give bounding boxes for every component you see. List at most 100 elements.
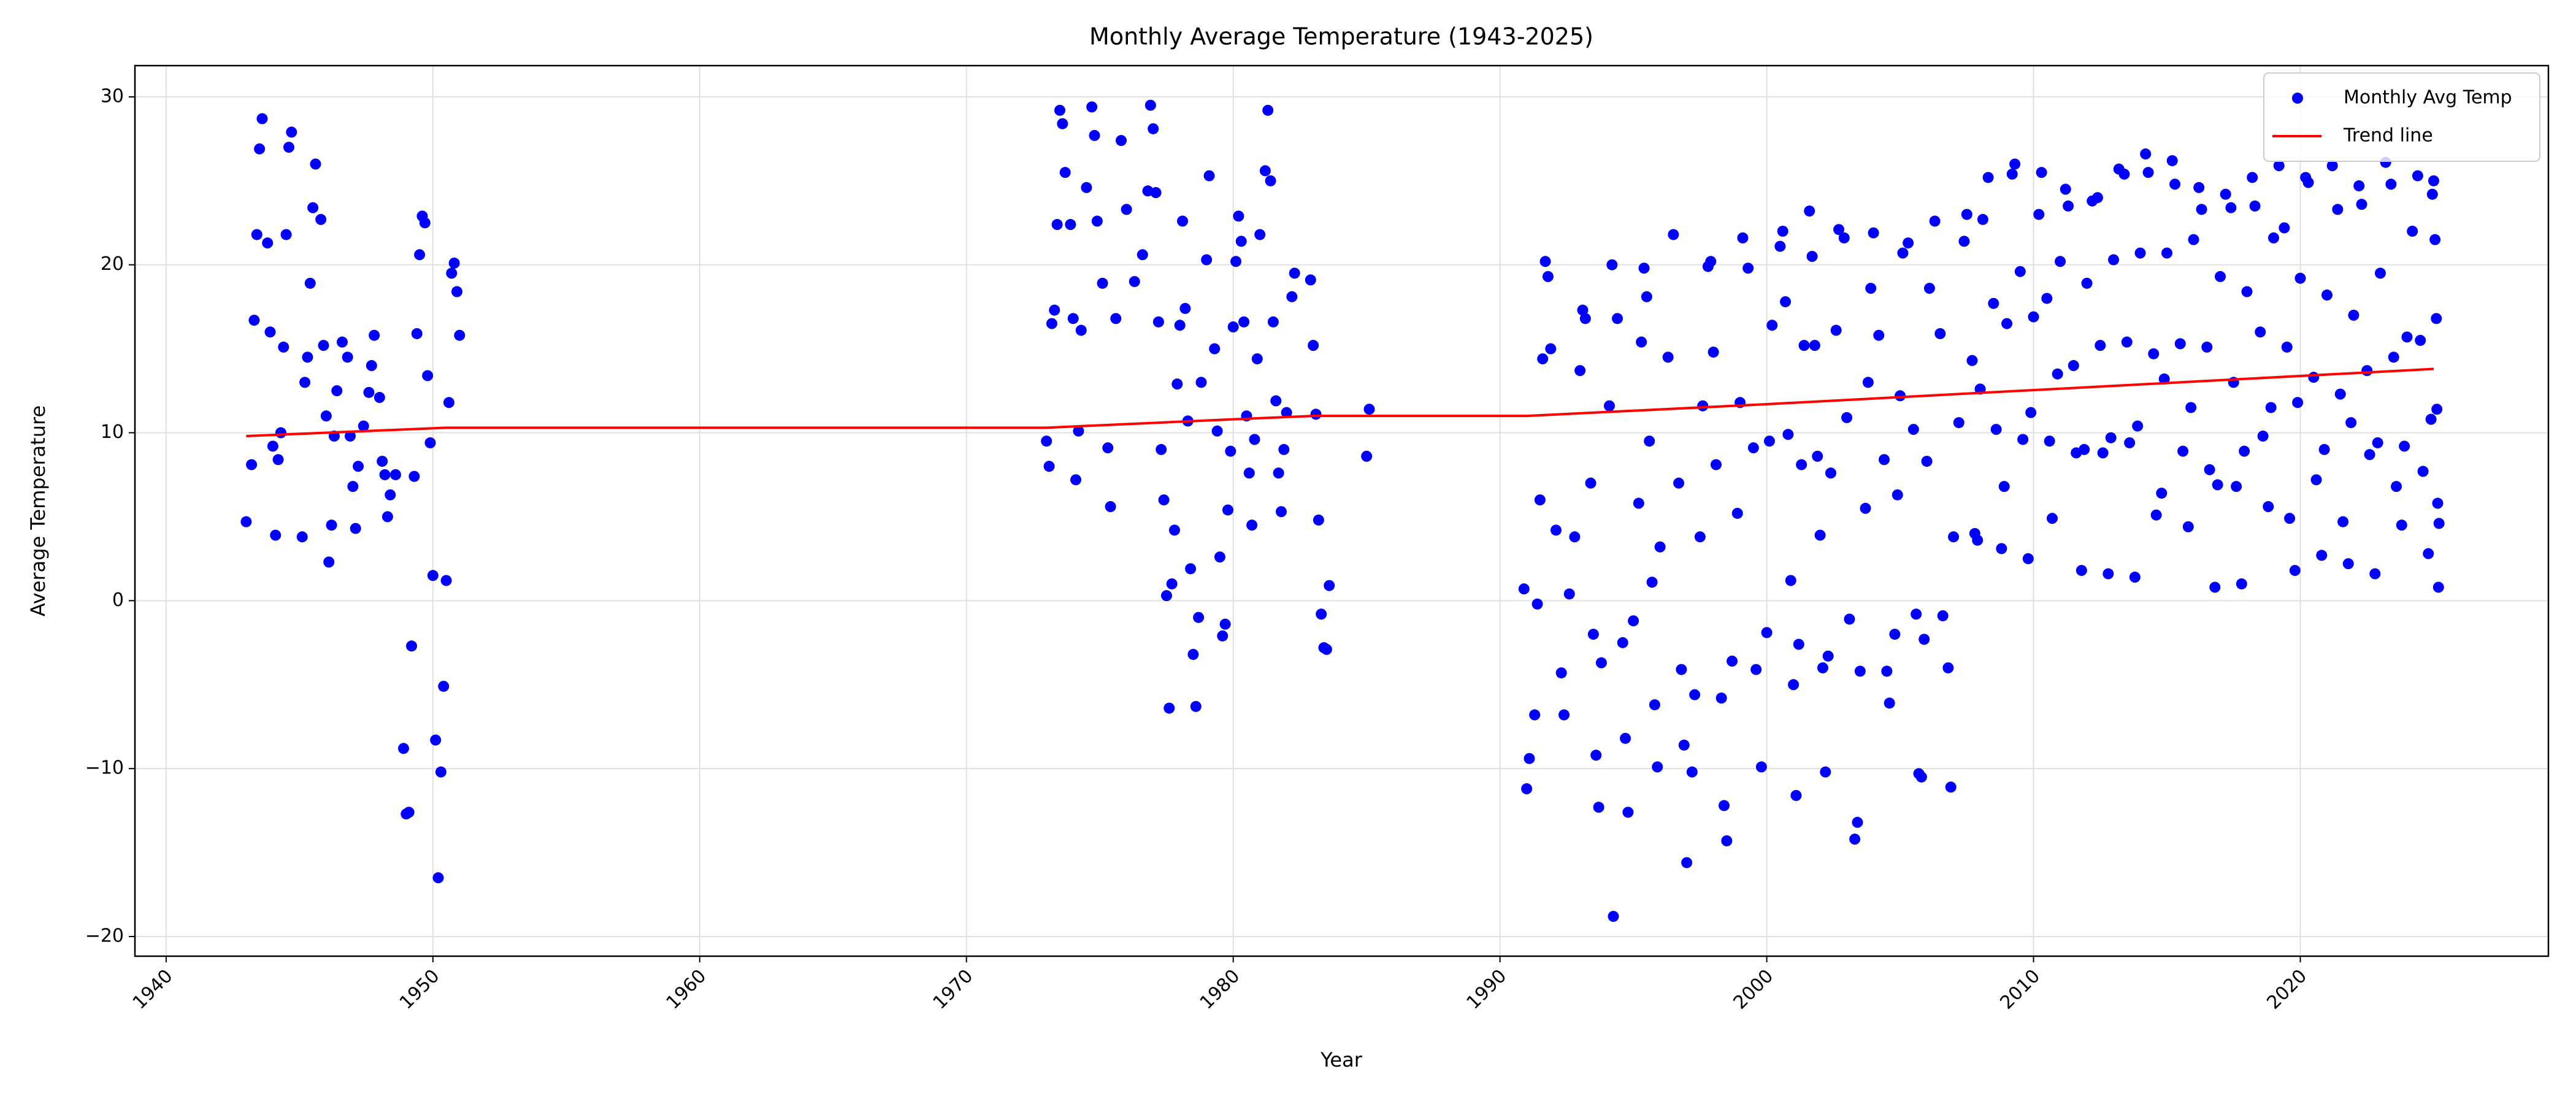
scatter-point bbox=[1259, 165, 1271, 177]
scatter-point bbox=[2396, 519, 2407, 531]
scatter-point bbox=[2239, 445, 2250, 457]
scatter-point bbox=[251, 229, 263, 240]
scatter-point bbox=[1673, 477, 1685, 489]
scatter-point bbox=[1073, 425, 1084, 437]
scatter-point bbox=[350, 523, 361, 534]
scatter-point bbox=[1990, 424, 2002, 435]
scatter-point bbox=[1982, 172, 1994, 183]
scatter-point bbox=[2417, 466, 2429, 477]
scatter-point bbox=[1041, 435, 1052, 447]
scatter-point bbox=[2132, 420, 2144, 432]
scatter-point bbox=[1654, 541, 1666, 553]
scatter-point bbox=[1574, 365, 1586, 377]
scatter-point bbox=[1737, 232, 1749, 243]
scatter-point bbox=[310, 158, 321, 170]
scatter-point bbox=[2369, 568, 2381, 580]
scatter-point bbox=[1766, 320, 1778, 331]
scatter-point bbox=[336, 336, 348, 348]
scatter-point bbox=[385, 489, 396, 500]
scatter-point bbox=[427, 570, 439, 581]
y-tick-label: 0 bbox=[112, 589, 124, 611]
scatter-point bbox=[2265, 402, 2277, 413]
scatter-point bbox=[1579, 313, 1591, 324]
y-tick-label: −20 bbox=[85, 925, 124, 946]
scatter-point bbox=[1854, 665, 1866, 677]
scatter-point bbox=[2257, 431, 2269, 442]
scatter-point bbox=[1996, 543, 2007, 554]
scatter-point bbox=[2326, 160, 2338, 172]
scatter-point bbox=[304, 277, 316, 289]
scatter-point bbox=[2247, 172, 2258, 183]
scatter-point bbox=[1662, 351, 1674, 363]
scatter-point bbox=[1849, 834, 1861, 845]
scatter-point bbox=[1895, 390, 1906, 402]
scatter-point bbox=[1321, 643, 1332, 655]
scatter-point bbox=[1179, 302, 1191, 314]
scatter-point bbox=[2415, 334, 2426, 346]
scatter-point bbox=[1780, 296, 1792, 307]
scatter-point bbox=[1652, 761, 1663, 773]
scatter-point bbox=[1363, 404, 1375, 415]
scatter-point bbox=[2201, 341, 2213, 353]
scatter-point bbox=[2068, 360, 2079, 372]
scatter-point bbox=[2169, 178, 2181, 190]
scatter-point bbox=[1868, 227, 1879, 239]
scatter-point bbox=[2385, 178, 2397, 190]
scatter-point bbox=[1059, 167, 1071, 178]
scatter-point bbox=[2118, 168, 2130, 180]
scatter-point bbox=[1641, 291, 1652, 302]
scatter-point bbox=[381, 511, 393, 523]
scatter-point bbox=[2121, 336, 2133, 348]
scatter-point bbox=[302, 351, 313, 363]
scatter-point bbox=[358, 420, 369, 432]
scatter-point bbox=[1174, 320, 1186, 331]
scatter-point bbox=[1585, 477, 1597, 489]
scatter-point bbox=[2079, 443, 2090, 455]
scatter-point bbox=[1105, 501, 1116, 513]
scatter-point bbox=[2388, 351, 2399, 363]
scatter-point bbox=[264, 326, 276, 338]
scatter-point bbox=[2185, 402, 2197, 413]
scatter-point bbox=[2332, 204, 2344, 215]
scatter-point bbox=[1919, 634, 1930, 645]
scatter-point bbox=[1160, 590, 1172, 602]
scatter-point bbox=[1227, 321, 1239, 333]
scatter-point bbox=[2188, 234, 2199, 245]
scatter-point bbox=[1953, 417, 1965, 429]
scatter-point bbox=[1171, 378, 1183, 390]
scatter-point bbox=[1617, 637, 1628, 648]
scatter-point bbox=[1678, 739, 1690, 751]
scatter-point bbox=[262, 237, 274, 249]
legend-box bbox=[2263, 72, 2540, 162]
scatter-point bbox=[2321, 289, 2333, 301]
scatter-point bbox=[435, 766, 447, 778]
chart-title: Monthly Average Temperature (1943-2025) bbox=[1089, 23, 1593, 50]
scatter-point bbox=[2284, 513, 2296, 524]
scatter-point bbox=[2372, 437, 2383, 448]
scatter-point bbox=[1233, 210, 1244, 222]
scatter-point bbox=[2103, 568, 2114, 580]
scatter-point bbox=[1550, 524, 1562, 536]
scatter-point bbox=[1782, 429, 1794, 440]
scatter-point bbox=[1054, 104, 1065, 116]
scatter-point bbox=[2364, 449, 2375, 461]
scatter-point bbox=[1747, 442, 1759, 454]
scatter-point bbox=[1804, 205, 1815, 217]
scatter-point bbox=[1222, 504, 1233, 516]
scatter-point bbox=[1727, 655, 1738, 667]
scatter-point bbox=[1097, 277, 1108, 289]
scatter-point bbox=[2348, 309, 2359, 321]
scatter-point bbox=[1563, 588, 1575, 600]
scatter-point bbox=[1977, 213, 1988, 225]
scatter-point bbox=[1211, 425, 1223, 437]
scatter-point bbox=[1892, 489, 1903, 500]
scatter-point bbox=[2055, 256, 2066, 267]
scatter-point bbox=[2431, 313, 2442, 324]
scatter-point bbox=[1697, 400, 1709, 412]
scatter-point bbox=[254, 143, 266, 155]
scatter-point bbox=[2001, 318, 2013, 329]
scatter-point bbox=[1238, 316, 1250, 328]
scatter-point bbox=[1313, 514, 1324, 526]
scatter-point bbox=[1961, 209, 1972, 220]
scatter-point bbox=[1603, 400, 1615, 412]
